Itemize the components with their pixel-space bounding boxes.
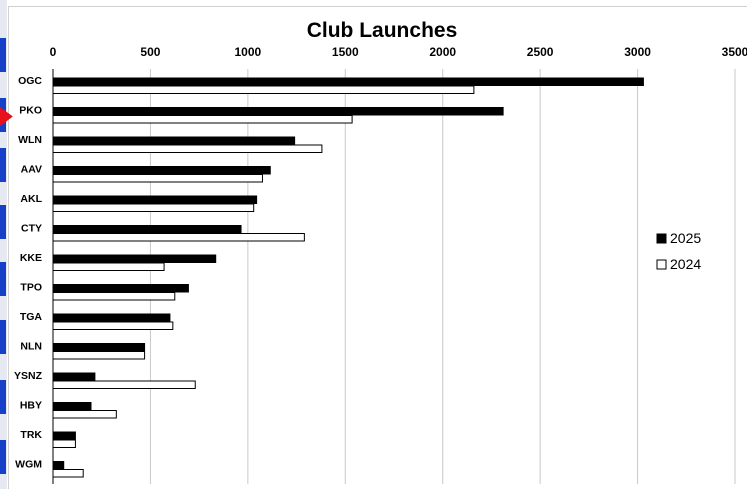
highlight-marker — [0, 106, 13, 127]
bar-2025-OGC — [52, 77, 644, 86]
category-label: AAV — [21, 164, 42, 176]
highlight-arrow-icon — [0, 106, 13, 127]
category-label: TRK — [20, 429, 42, 441]
left-edge-strip — [0, 0, 7, 489]
category-label: TGA — [20, 311, 43, 323]
category-label: YSNZ — [14, 370, 43, 382]
bars — [52, 77, 644, 478]
category-label: WGM — [15, 459, 42, 471]
edge-tab — [0, 262, 6, 296]
category-label: KKE — [20, 252, 42, 264]
legend: 2025 2024 — [656, 230, 701, 272]
edge-tab — [0, 148, 6, 182]
edge-tab — [0, 440, 6, 474]
bar-2025-KKE — [52, 254, 217, 263]
edge-tab — [0, 205, 6, 239]
edge-tab — [0, 38, 6, 72]
bar-2024-WLN — [52, 144, 323, 153]
bar-2024-NLN — [52, 351, 146, 360]
legend-label-2025: 2025 — [670, 230, 701, 246]
bar-2025-WLN — [52, 136, 296, 145]
category-label: HBY — [20, 400, 42, 412]
bar-2025-PKO — [52, 107, 504, 116]
bar-2024-CTY — [52, 233, 305, 242]
bar-2024-AAV — [52, 174, 263, 183]
bar-2025-WGM — [52, 461, 65, 470]
x-axis-ticks: 0 500 1000 1500 2000 2500 3000 3500 — [50, 45, 747, 59]
bar-2024-OGC — [52, 85, 475, 94]
edge-tab — [0, 380, 6, 414]
gridlines — [52, 69, 736, 484]
x-tick-label: 2000 — [429, 45, 456, 59]
x-tick-label: 2500 — [527, 45, 554, 59]
x-tick-label: 0 — [50, 45, 57, 59]
legend-label-2024: 2024 — [670, 256, 701, 272]
chart-title: Club Launches — [307, 19, 458, 42]
bar-2025-AAV — [52, 166, 271, 175]
category-label: NLN — [20, 341, 42, 353]
bar-2025-TPO — [52, 284, 189, 293]
bar-2024-TPO — [52, 292, 176, 301]
x-tick-label: 3500 — [722, 45, 747, 59]
category-label: WLN — [18, 134, 42, 146]
x-tick-label: 1500 — [332, 45, 359, 59]
bar-2024-YSNZ — [52, 380, 196, 389]
category-label: OGC — [18, 75, 42, 87]
bar-2024-KKE — [52, 262, 165, 271]
bar-2024-AKL — [52, 203, 255, 212]
bar-2025-CTY — [52, 225, 242, 234]
bar-2025-AKL — [52, 195, 258, 204]
bar-2024-HBY — [52, 410, 117, 419]
bar-2025-TRK — [52, 431, 76, 440]
bar-2024-TRK — [52, 439, 76, 448]
x-tick-label: 3000 — [624, 45, 651, 59]
bar-2024-TGA — [52, 321, 174, 330]
x-tick-label: 1000 — [235, 45, 262, 59]
category-labels: OGC PKO WLN AAV AKL CTY KKE TPO TGA NLN YSNZ HBY TRK… — [14, 75, 43, 471]
category-label: CTY — [21, 223, 42, 235]
category-label: TPO — [20, 282, 42, 294]
x-tick-label: 500 — [140, 45, 160, 59]
bar-2024-WGM — [52, 469, 84, 478]
bar-2025-YSNZ — [52, 372, 96, 381]
bar-2025-TGA — [52, 313, 171, 322]
bar-2025-NLN — [52, 343, 146, 352]
bar-2024-PKO — [52, 115, 353, 124]
legend-swatch-2025 — [656, 233, 667, 244]
edge-tab — [0, 320, 6, 354]
category-label: AKL — [20, 193, 42, 205]
category-label: PKO — [19, 105, 42, 117]
bar-2025-HBY — [52, 402, 92, 411]
legend-swatch-2024 — [656, 259, 667, 270]
